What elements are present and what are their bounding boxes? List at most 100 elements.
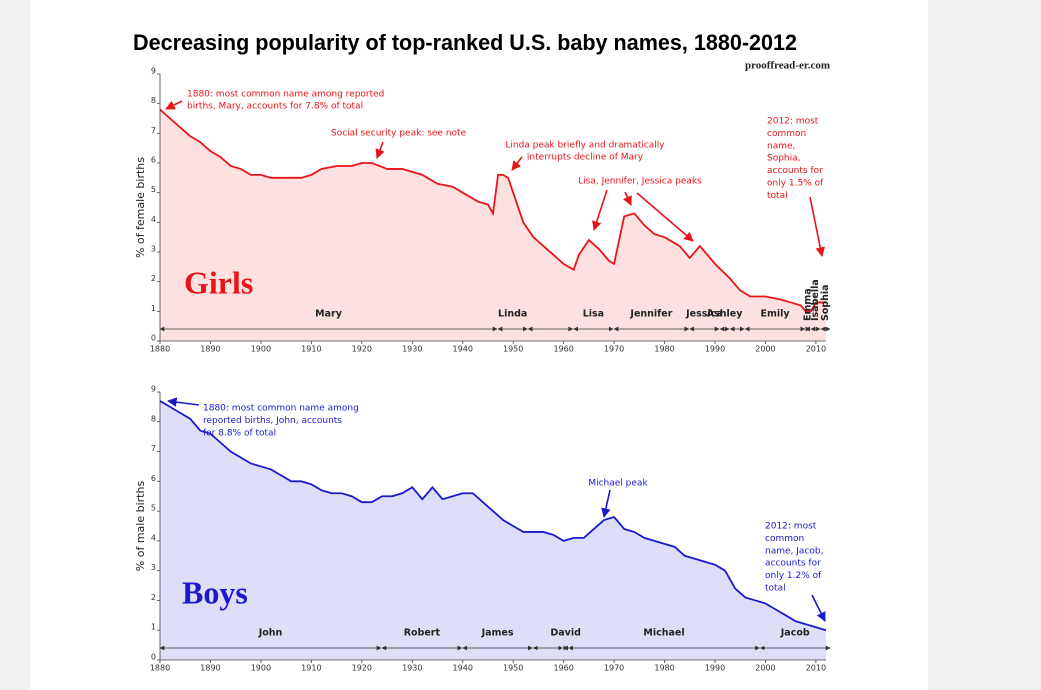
annotation: Lisa, Jennifer, Jessica peaks [578, 177, 702, 187]
source: prooffread-er.com [745, 60, 830, 72]
x-tick-label: 2000 [755, 664, 775, 673]
period-label: Mary [315, 309, 343, 320]
x-tick-label: 1890 [200, 345, 220, 354]
period-label: Jessica [685, 309, 723, 320]
period-label: Linda [498, 309, 527, 320]
x-tick-label: 1920 [352, 664, 372, 673]
y-tick-label: 8 [151, 96, 156, 105]
x-tick-label: 1880 [150, 345, 170, 354]
x-tick-label: 1930 [402, 664, 422, 673]
y-tick-label: 8 [151, 414, 156, 423]
annotation-arrow [592, 189, 608, 231]
annotation-arrow [809, 196, 825, 257]
period-label: David [550, 628, 581, 639]
line [159, 108, 826, 313]
x-tick-label: 1990 [705, 664, 725, 673]
y-tick-label: 3 [151, 563, 156, 572]
annotation: 2012: most [765, 522, 817, 532]
y-tick-label: 6 [151, 156, 156, 165]
y-tick-label: 4 [151, 215, 156, 224]
y-tick-label: 6 [151, 474, 156, 483]
y-tick-label: 7 [151, 126, 156, 135]
y-axis-label: % of female births [134, 157, 147, 258]
area-fill [160, 109, 826, 341]
x-tick-label: 1950 [503, 664, 523, 673]
annotation-arrow [623, 191, 632, 206]
annotation: common [767, 129, 806, 139]
annotation: total [765, 584, 786, 594]
x-tick-label: 1940 [453, 345, 473, 354]
annotation: 1880: most common name among reported [187, 90, 384, 100]
annotation: Michael peak [588, 479, 648, 489]
annotation: 2012: most [767, 117, 819, 127]
x-tick-label: 1940 [453, 664, 473, 673]
y-tick-label: 9 [151, 67, 156, 76]
x-tick-label: 1900 [251, 664, 271, 673]
y-tick-label: 7 [151, 444, 156, 453]
annotation: Sophia, [767, 154, 801, 164]
x-tick-label: 1980 [654, 664, 674, 673]
y-tick-label: 1 [151, 304, 156, 313]
x-tick-label: 1900 [251, 345, 271, 354]
annotation: reported births, John, accounts [203, 416, 342, 426]
annotation: name, [767, 141, 795, 151]
y-tick-label: 2 [151, 274, 156, 283]
y-tick-label: 0 [151, 653, 156, 662]
annotation: common [765, 534, 804, 544]
x-tick-label: 1930 [402, 345, 422, 354]
x-tick-label: 1910 [301, 345, 321, 354]
series-label: Girls [184, 264, 253, 300]
annotation: 1880: most common name among [203, 404, 359, 414]
y-axis-label: % of male births [134, 481, 147, 572]
y-tick-label: 3 [151, 245, 156, 254]
area-fill [160, 400, 826, 660]
chart-title: Decreasing popularity of top-ranked U.S.… [133, 30, 797, 55]
x-tick-label: 2000 [755, 345, 775, 354]
x-tick-label: 1970 [604, 345, 624, 354]
y-tick-label: 2 [151, 593, 156, 602]
annotation: name, Jacob, [765, 546, 823, 556]
x-tick-label: 1920 [352, 345, 372, 354]
period-label: Ashley [707, 309, 743, 320]
annotation: births, Mary, accounts for 7.8% of total [187, 102, 363, 112]
annotation: only 1.2% of [765, 571, 822, 581]
x-tick-label: 1960 [553, 664, 573, 673]
y-tick-label: 4 [151, 533, 156, 542]
period-label: John [258, 628, 283, 639]
annotation: accounts for [767, 166, 823, 176]
series-label: Boys [182, 574, 248, 610]
x-tick-label: 1990 [705, 345, 725, 354]
x-tick-label: 1960 [553, 345, 573, 354]
annotation: only 1.5% of [767, 179, 824, 189]
annotation-arrow [811, 594, 826, 622]
y-tick-label: 9 [151, 385, 156, 394]
y-tick-label: 0 [151, 334, 156, 343]
y-tick-label: 1 [151, 623, 156, 632]
x-tick-label: 1980 [654, 345, 674, 354]
annotation-arrow [601, 489, 611, 518]
annotation: total [767, 191, 788, 201]
x-tick-label: 1890 [200, 664, 220, 673]
period-label: Robert [404, 628, 441, 639]
annotation-arrow [375, 141, 385, 159]
period-label: Michael [643, 628, 684, 639]
period-label: Isabella [810, 279, 821, 321]
annotation-arrow [636, 192, 694, 242]
period-label: Emma [802, 288, 813, 321]
annotation: for 8.8% of total [203, 428, 276, 438]
annotation-arrow [165, 100, 183, 110]
annotation-arrow [511, 156, 523, 171]
annotation: accounts for [765, 559, 821, 569]
line [159, 400, 827, 632]
period-label: Emily [760, 309, 790, 320]
annotation: Social security peak: see note [331, 129, 467, 139]
period-label: Sophia [820, 284, 831, 321]
period-label: Jacob [780, 628, 810, 639]
x-tick-label: 1880 [150, 664, 170, 673]
period-label: Lisa [583, 309, 604, 320]
x-tick-label: 1970 [604, 664, 624, 673]
period-label: Jennifer [629, 309, 672, 320]
x-tick-label: 1950 [503, 345, 523, 354]
